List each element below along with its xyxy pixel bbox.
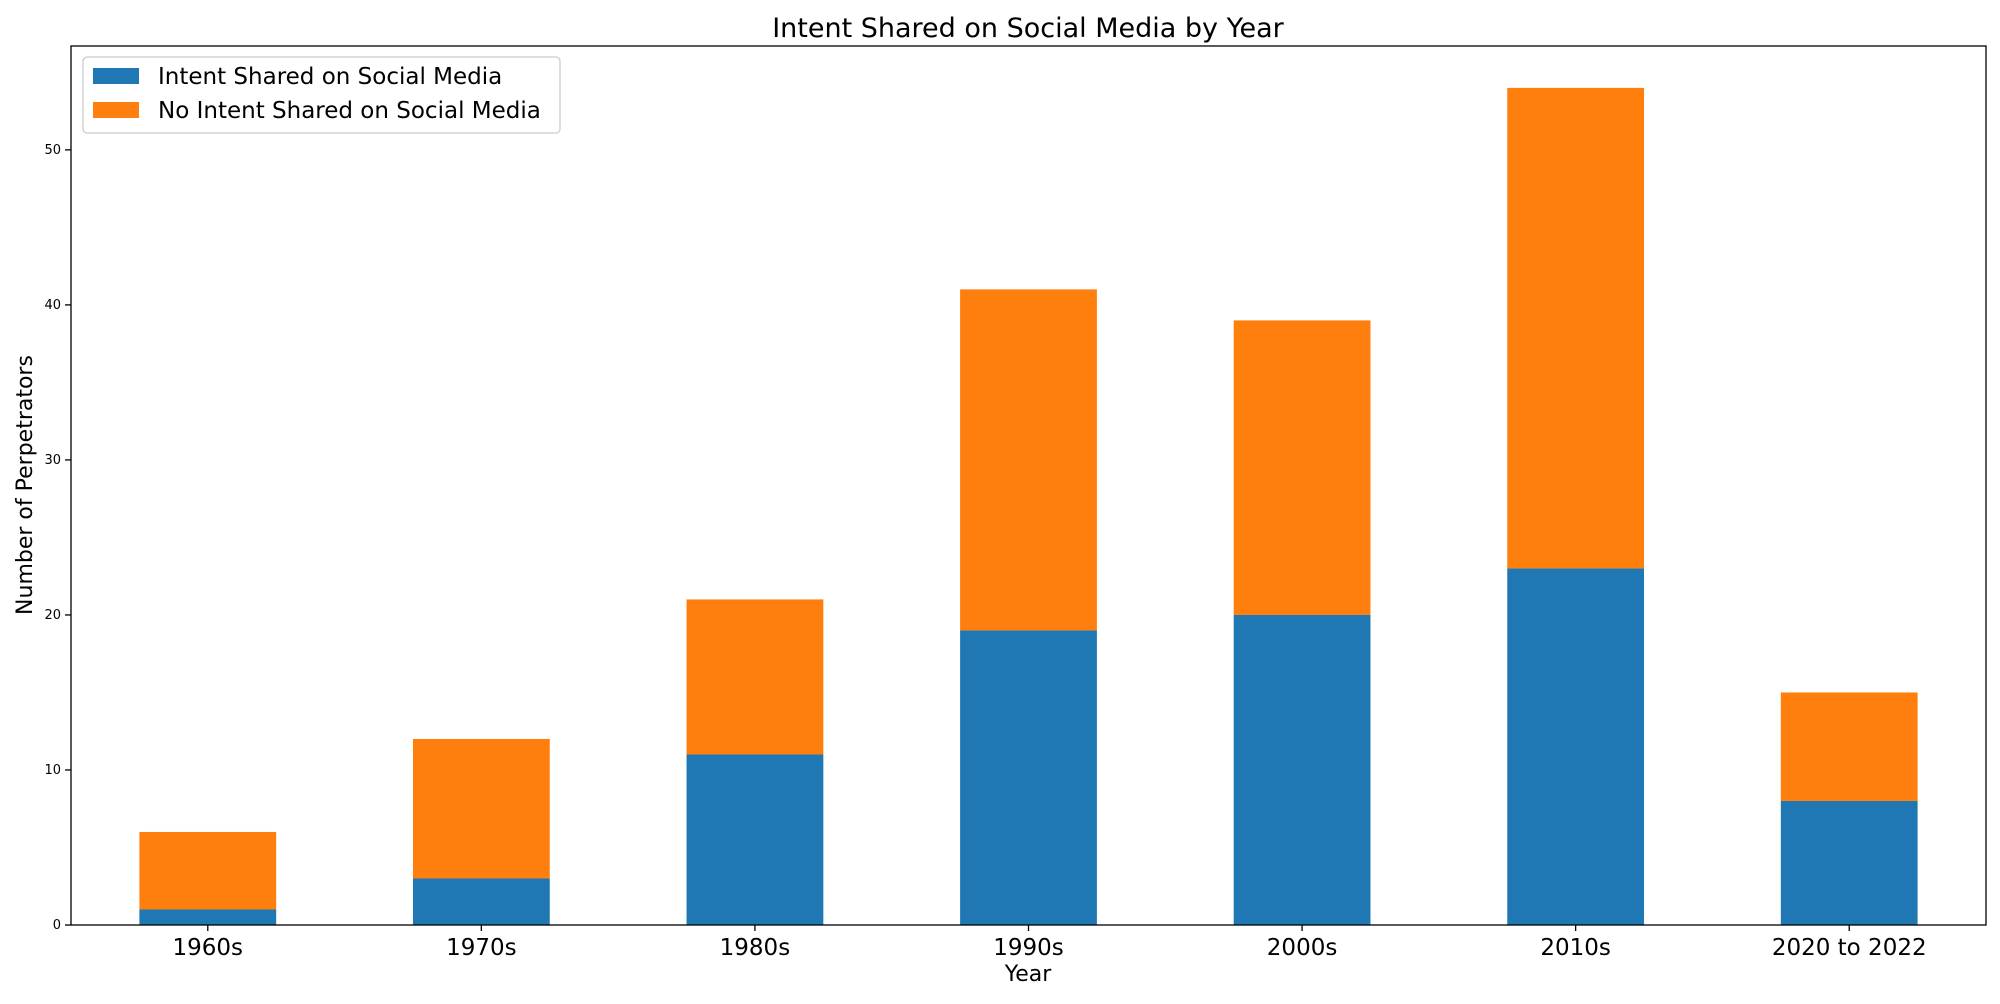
x-tick-label: 1990s bbox=[993, 935, 1064, 961]
y-tick-label: 30 bbox=[44, 453, 61, 468]
legend-label-no-intent: No Intent Shared on Social Media bbox=[158, 98, 541, 124]
bar-no-intent-2020-to-2022 bbox=[1780, 692, 1918, 801]
y-tick-label: 50 bbox=[44, 143, 61, 158]
x-axis-label: Year bbox=[1004, 962, 1053, 987]
legend-swatch-no-intent bbox=[93, 102, 139, 118]
bar-no-intent-1980s bbox=[686, 599, 824, 755]
y-tick-label: 20 bbox=[44, 608, 61, 623]
x-tick-label: 1960s bbox=[173, 935, 244, 961]
bar-no-intent-1990s bbox=[960, 289, 1097, 631]
x-tick-label: 2000s bbox=[1267, 935, 1338, 961]
bars-group bbox=[139, 87, 1918, 925]
chart-title: Intent Shared on Social Media by Year bbox=[772, 13, 1284, 44]
legend-swatch-intent bbox=[93, 68, 139, 84]
y-axis: 0 10 20 30 40 50 bbox=[44, 143, 71, 933]
x-tick-label: 2020 to 2022 bbox=[1772, 935, 1927, 961]
y-axis-label: Number of Perpetrators bbox=[13, 355, 38, 615]
y-tick-label: 0 bbox=[53, 918, 61, 933]
legend: Intent Shared on Social Media No Intent S… bbox=[82, 56, 561, 134]
legend-label-intent: Intent Shared on Social Media bbox=[158, 64, 502, 90]
bar-no-intent-2000s bbox=[1233, 320, 1371, 615]
bar-intent-2000s bbox=[1233, 614, 1371, 925]
bar-intent-1970s bbox=[412, 878, 550, 925]
x-tick-label: 2010s bbox=[1540, 935, 1611, 961]
bar-no-intent-2010s bbox=[1507, 87, 1645, 569]
legend-frame bbox=[82, 56, 561, 134]
bar-intent-1980s bbox=[686, 754, 824, 925]
bar-intent-1990s bbox=[960, 630, 1097, 925]
bar-no-intent-1970s bbox=[412, 738, 550, 879]
bar-no-intent-1960s bbox=[139, 831, 277, 910]
x-tick-label: 1980s bbox=[720, 935, 791, 961]
y-tick-label: 10 bbox=[44, 763, 61, 778]
bar-intent-2010s bbox=[1507, 568, 1645, 925]
y-tick-label: 40 bbox=[44, 298, 61, 313]
x-axis: 1960s 1970s 1980s 1990s 2000s 2010s 2020 to 20… bbox=[173, 925, 1927, 961]
x-tick-label: 1970s bbox=[446, 935, 517, 961]
bar-intent-1960s bbox=[139, 909, 277, 925]
bar-intent-2020-to-2022 bbox=[1780, 800, 1918, 925]
